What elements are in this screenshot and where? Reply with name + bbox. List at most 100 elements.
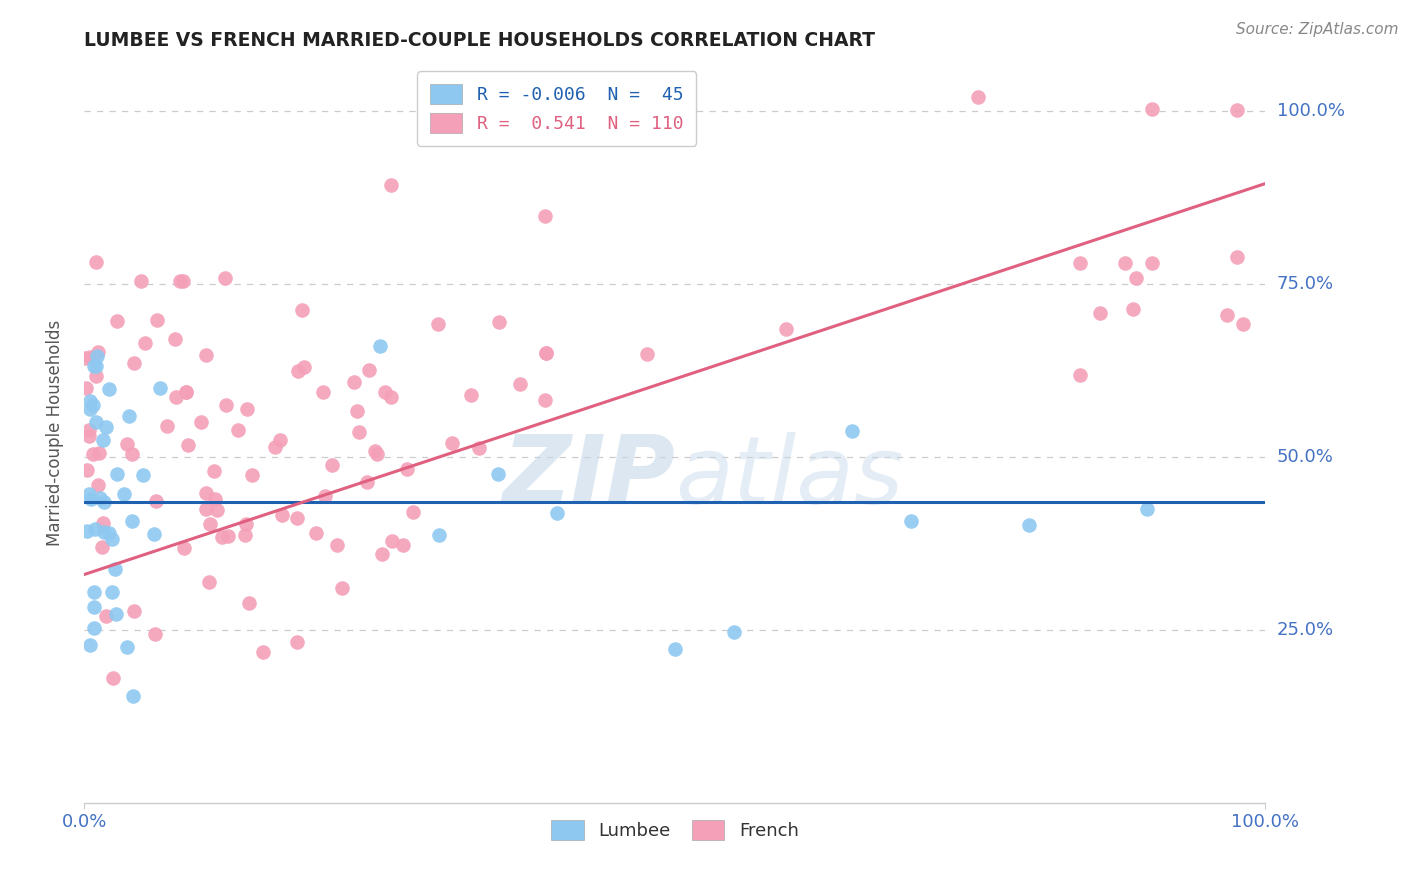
Point <box>115 640 138 655</box>
Point <box>1142 255 1164 269</box>
Point <box>101 532 124 546</box>
Text: atlas: atlas <box>675 432 903 523</box>
Point <box>93 494 115 508</box>
Point <box>252 645 274 659</box>
Point <box>84 359 107 373</box>
Point <box>145 494 167 508</box>
Point <box>115 437 138 451</box>
Point <box>83 585 105 599</box>
Point <box>77 487 100 501</box>
Point <box>84 368 107 383</box>
Point <box>198 517 221 532</box>
Point <box>368 339 391 353</box>
Point <box>174 384 197 399</box>
Point <box>75 351 97 366</box>
Point <box>291 302 314 317</box>
Point <box>359 363 381 377</box>
Point <box>287 364 309 378</box>
Point <box>105 467 128 481</box>
Point <box>312 384 335 399</box>
Point <box>132 467 155 482</box>
Point <box>366 447 388 461</box>
Point <box>77 423 100 437</box>
Point <box>194 501 217 516</box>
Point <box>1216 308 1239 322</box>
Point <box>173 541 195 555</box>
Point <box>534 209 557 223</box>
Point <box>101 671 124 685</box>
Point <box>121 447 143 461</box>
Point <box>486 467 509 482</box>
Point <box>91 433 114 447</box>
Point <box>101 584 124 599</box>
Point <box>79 638 101 652</box>
Point <box>83 600 105 615</box>
Text: Source: ZipAtlas.com: Source: ZipAtlas.com <box>1236 22 1399 37</box>
Point <box>374 384 396 399</box>
Text: LUMBEE VS FRENCH MARRIED-COUPLE HOUSEHOLDS CORRELATION CHART: LUMBEE VS FRENCH MARRIED-COUPLE HOUSEHOL… <box>84 30 876 50</box>
Point <box>96 419 118 434</box>
Point <box>440 435 463 450</box>
Point <box>204 492 226 507</box>
Point <box>467 441 489 455</box>
Point <box>841 424 863 438</box>
Point <box>98 382 121 396</box>
Point <box>134 335 156 350</box>
Point <box>149 381 172 395</box>
Point <box>402 505 425 519</box>
Point <box>76 463 98 477</box>
Point <box>87 446 110 460</box>
Point <box>380 390 402 404</box>
Text: 25.0%: 25.0% <box>1277 621 1334 639</box>
Point <box>546 506 568 520</box>
Point <box>1088 306 1111 320</box>
Point <box>534 346 557 360</box>
Point <box>371 548 394 562</box>
Point <box>174 385 197 400</box>
Point <box>966 90 988 104</box>
Point <box>395 461 418 475</box>
Point <box>1069 368 1091 383</box>
Point <box>1136 501 1159 516</box>
Point <box>94 608 117 623</box>
Point <box>321 458 343 472</box>
Point <box>155 419 177 434</box>
Point <box>98 525 121 540</box>
Point <box>1114 256 1136 270</box>
Point <box>775 322 797 336</box>
Point <box>75 381 97 395</box>
Point <box>347 425 370 439</box>
Point <box>195 347 218 361</box>
Point <box>332 581 354 595</box>
Point <box>84 415 107 429</box>
Point <box>83 359 105 374</box>
Point <box>426 317 449 331</box>
Point <box>202 464 225 478</box>
Point <box>90 540 112 554</box>
Point <box>381 533 404 548</box>
Text: ZIP: ZIP <box>502 431 675 523</box>
Point <box>79 401 101 416</box>
Point <box>285 511 308 525</box>
Point <box>145 627 167 641</box>
Point <box>364 443 387 458</box>
Point <box>82 398 104 412</box>
Point <box>163 332 186 346</box>
Point <box>118 409 141 423</box>
Point <box>104 607 127 621</box>
Point <box>269 433 291 447</box>
Point <box>238 596 260 610</box>
Point <box>91 516 114 530</box>
Point <box>177 438 200 452</box>
Point <box>271 508 294 523</box>
Point <box>304 526 326 541</box>
Point <box>427 528 450 542</box>
Point <box>142 527 165 541</box>
Point <box>488 315 510 329</box>
Point <box>87 477 110 491</box>
Point <box>93 525 115 540</box>
Point <box>460 387 482 401</box>
Point <box>1122 301 1144 316</box>
Point <box>197 575 219 590</box>
Point <box>112 487 135 501</box>
